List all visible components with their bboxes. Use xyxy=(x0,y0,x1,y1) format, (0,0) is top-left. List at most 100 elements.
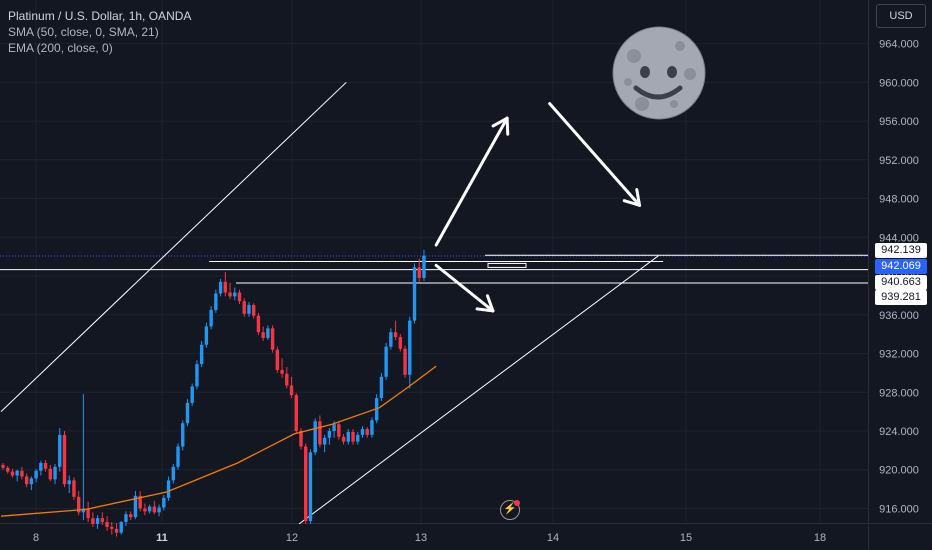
candle-body xyxy=(34,470,38,479)
candle-body xyxy=(285,373,289,386)
candle-body xyxy=(218,281,223,294)
candle xyxy=(308,449,313,524)
legend-title[interactable]: Platinum / U.S. Dollar, 1h, OANDA xyxy=(8,9,192,23)
candle xyxy=(53,463,57,485)
trendline xyxy=(298,255,659,525)
candle-body xyxy=(58,434,62,467)
candle xyxy=(162,494,166,511)
candle xyxy=(67,475,71,493)
candle xyxy=(422,249,426,281)
candle-body xyxy=(223,281,228,293)
lightning-bolt-icon[interactable]: ⚡ xyxy=(500,500,520,520)
candle xyxy=(237,289,242,305)
y-tick-label: 932.000 xyxy=(879,349,919,361)
x-tick-label: 13 xyxy=(415,532,427,544)
candle xyxy=(412,263,417,324)
candle-body xyxy=(365,429,369,435)
candle-body xyxy=(389,332,393,347)
candle-body xyxy=(162,497,166,508)
y-tick-label: 920.000 xyxy=(879,465,919,477)
notification-dot xyxy=(514,500,520,506)
moon-face-icon xyxy=(612,26,706,120)
axis-layer: 916.000 920.000 924.000 928.000 932.000 936.0… xyxy=(33,39,919,544)
candle-body xyxy=(6,467,10,472)
candle xyxy=(81,394,86,521)
candle xyxy=(129,511,133,521)
candle-body xyxy=(124,514,128,523)
price-tag-939281: 939.281 xyxy=(875,290,927,305)
candle xyxy=(408,316,412,389)
candle-body xyxy=(242,301,246,314)
candle xyxy=(86,501,90,523)
candle xyxy=(24,473,29,488)
candle-body xyxy=(327,430,332,438)
legend-sma[interactable]: SMA (50, close, 0, SMA, 21) xyxy=(8,25,159,39)
candle xyxy=(403,345,407,378)
y-tick-label: 936.000 xyxy=(879,310,919,322)
candle-body xyxy=(166,480,171,498)
candle-body xyxy=(379,376,384,399)
y-tick-label: 944.000 xyxy=(879,232,919,244)
candle-body xyxy=(91,518,95,524)
candle-body xyxy=(322,437,327,445)
ema-layer xyxy=(0,365,437,517)
candle-body xyxy=(403,348,407,375)
candle-body xyxy=(228,292,232,297)
candle xyxy=(294,393,298,434)
candle-body xyxy=(67,480,71,485)
candle xyxy=(261,326,265,341)
candle-body xyxy=(275,349,280,370)
candle xyxy=(171,463,175,484)
candle xyxy=(398,334,403,352)
candle xyxy=(242,298,246,317)
candle-body xyxy=(346,431,350,442)
candle-body xyxy=(412,267,417,321)
candle-body xyxy=(370,420,374,435)
candle xyxy=(48,464,52,482)
candle-body xyxy=(39,462,43,471)
x-tick-label: 8 xyxy=(33,532,39,544)
candle xyxy=(346,429,350,445)
x-tick-label: 18 xyxy=(814,532,826,544)
arrow xyxy=(548,102,642,207)
candle-body xyxy=(417,267,421,278)
candle xyxy=(100,512,105,525)
candle xyxy=(143,503,147,516)
candle-body xyxy=(261,332,265,339)
candle-body xyxy=(318,421,322,445)
candle xyxy=(195,360,199,390)
candle xyxy=(95,515,100,529)
candle-body xyxy=(76,496,81,513)
candle xyxy=(147,504,152,514)
candle-body xyxy=(341,436,346,442)
candle-body xyxy=(360,429,365,435)
candle-body xyxy=(247,305,251,314)
candle-body xyxy=(181,423,185,447)
candle xyxy=(1,462,5,470)
candle-body xyxy=(313,421,317,453)
candle-body xyxy=(129,514,133,518)
candle-body xyxy=(237,292,242,302)
candle xyxy=(72,477,76,500)
x-tick-label: 14 xyxy=(547,532,559,544)
price-tag-940663: 940.663 xyxy=(875,275,927,290)
candle xyxy=(417,258,421,282)
candle xyxy=(204,322,209,348)
candle xyxy=(356,431,360,445)
candle xyxy=(181,420,185,451)
candle-body xyxy=(384,346,388,377)
legend-ema[interactable]: EMA (200, close, 0) xyxy=(8,41,113,55)
candle-body xyxy=(143,508,147,512)
candle xyxy=(138,491,142,512)
candle xyxy=(15,469,19,482)
candle-body xyxy=(105,522,109,527)
candle xyxy=(152,500,157,515)
candle xyxy=(379,372,384,401)
currency-button[interactable]: USD xyxy=(876,4,926,28)
candle-body xyxy=(393,332,398,338)
price-marker-box xyxy=(487,262,527,268)
candle xyxy=(327,428,332,445)
candle-body xyxy=(171,466,175,481)
